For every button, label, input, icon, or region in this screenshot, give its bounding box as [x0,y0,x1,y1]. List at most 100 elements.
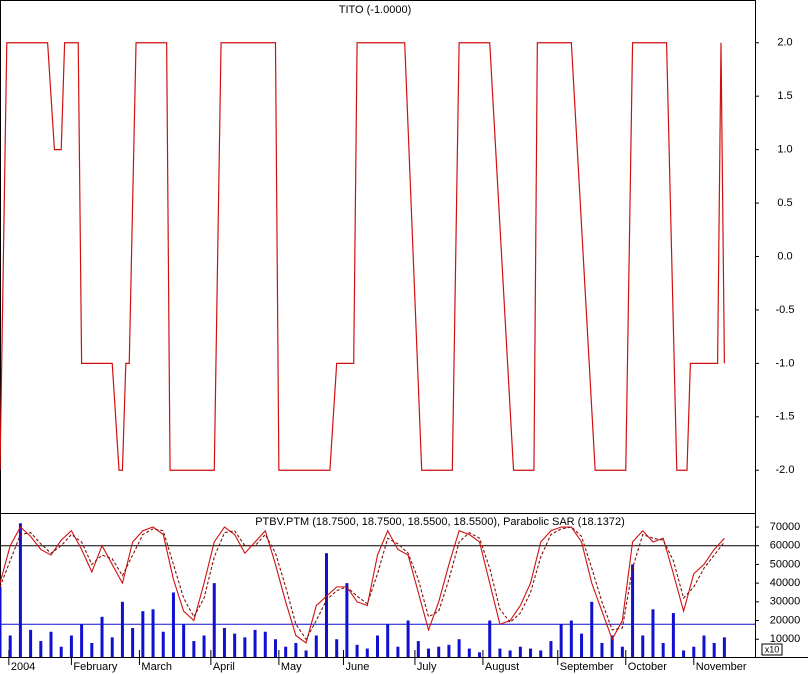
volume-bar [294,642,298,657]
y-tick-label: -2.0 [776,464,795,476]
x-tick-label: August [485,661,519,673]
volume-bar [233,633,237,657]
volume-bar [549,641,553,657]
volume-bar [29,629,33,657]
volume-bar [376,635,379,657]
y-tick-label: 0.5 [777,197,792,209]
volume-bar [243,637,247,657]
x-tick-label: June [345,661,369,673]
volume-bar [569,620,573,657]
volume-bar [406,620,410,657]
volume-bar [620,646,624,657]
x-tick-label: November [696,661,747,673]
volume-bar [365,648,369,657]
volume-bar [284,646,288,657]
volume-bar [427,648,431,657]
volume-bar [396,646,400,657]
volume-bar [722,637,726,657]
volume-bar [131,628,135,657]
y-tick-label: 0.0 [777,250,792,262]
volume-bar [498,648,502,657]
volume-bar [386,624,390,657]
x-tick-label: May [281,661,302,673]
y-tick-label: 60000 [770,540,801,552]
x-tick-label: July [417,661,437,673]
chart-title: TITO (-1.0000) [339,4,412,16]
volume-bar [192,641,196,657]
volume-bar [478,652,482,657]
volume-bar [437,646,441,657]
volume-bar [90,642,94,657]
unit-box [761,643,783,656]
volume-bar [467,648,471,657]
volume-bar [324,553,328,657]
volume-bar [69,635,73,657]
volume-bar [120,601,124,657]
y-tick-label: 70000 [770,521,801,533]
volume-bar [671,613,675,657]
volume-bar [457,639,461,657]
volume-bar [263,631,267,657]
volume-bar [518,646,522,657]
volume-bar [80,624,84,657]
volume-bar [222,628,226,657]
volume-bar [171,592,175,657]
y-tick-label: -1.0 [776,357,795,369]
unit-note: x10 [765,644,780,654]
volume-bar [559,624,563,657]
volume-bar [631,564,635,657]
volume-bar [590,601,594,657]
y-tick-label: 40000 [770,577,801,589]
oscillator-line [0,526,725,644]
x-tick-label: 2004 [11,661,35,673]
volume-bar [682,650,686,657]
x-tick-label: February [73,661,118,673]
volume-bar [447,644,451,657]
y-tick-label: 2.0 [777,37,792,49]
signal-line [0,526,725,641]
x-tick-label: September [560,661,614,673]
y-tick-label: 1.0 [777,144,792,156]
volume-bar [712,642,716,657]
x-tick-label: March [141,661,172,673]
volume-bar [273,639,277,657]
volume-bar [8,635,12,657]
volume-bar [580,633,584,657]
volume-bar [110,637,114,657]
y-tick-label: 20000 [770,614,801,626]
x-tick-label: October [628,661,667,673]
volume-bar [702,635,706,657]
volume-bar [508,650,512,657]
y-tick-label: 50000 [770,558,801,570]
volume-bar [661,642,665,657]
volume-bar [18,523,22,657]
volume-bar [100,616,104,657]
y-tick-label: 1.5 [777,90,792,102]
panel-title: PTBV.PTM (18.7500, 18.7500, 18.5500, 18.… [255,516,625,528]
volume-bar [335,639,339,657]
volume-bar [600,642,604,657]
volume-bar [539,650,543,657]
y-tick-label: 30000 [770,596,801,608]
volume-bar [161,631,165,657]
volume-bar [202,635,206,657]
volume-bar [141,611,145,657]
volume-bar [39,641,43,657]
tito-line [0,42,725,471]
volume-bar [355,644,359,657]
volume-bar [212,583,216,657]
volume-bar [314,635,318,657]
volume-bar [304,650,308,657]
y-tick-label: -0.5 [776,304,795,316]
volume-bar [641,635,645,657]
volume-bar [488,620,492,657]
y-tick-label: -1.5 [776,411,795,423]
volume-bar [59,646,63,657]
volume-bar [151,609,155,657]
volume-bar [49,631,53,657]
volume-bar [345,583,349,657]
volume-bar [416,641,420,657]
volume-bar [253,629,257,657]
volume-bar [182,624,186,657]
